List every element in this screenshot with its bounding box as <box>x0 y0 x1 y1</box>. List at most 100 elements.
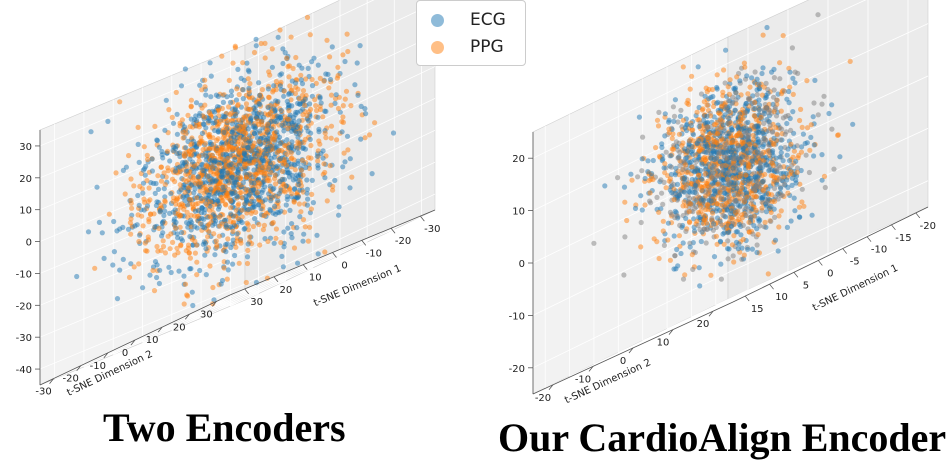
point-ecg <box>669 190 675 196</box>
point-ppg <box>177 123 183 129</box>
point-ecg <box>314 153 320 159</box>
point-ecg <box>257 128 263 134</box>
point-ecg <box>705 119 711 125</box>
point-ecg <box>218 281 224 287</box>
point-ppg <box>305 238 311 244</box>
point-ppg <box>324 37 330 43</box>
point-ecg <box>162 194 168 200</box>
tick-label-dim1: 15 <box>751 304 764 315</box>
point-ppg <box>714 72 720 78</box>
point-ecg <box>275 34 281 40</box>
point-ecg <box>747 127 753 133</box>
point-ecg <box>147 272 153 278</box>
point-ecg <box>265 146 271 152</box>
tick-label-z: 10 <box>19 206 32 217</box>
point-ppg <box>703 170 709 177</box>
point-ppg <box>709 86 716 93</box>
point-ppg <box>780 33 786 39</box>
point-ppg <box>672 215 678 221</box>
point-ecg <box>187 266 193 272</box>
point-ecg <box>363 111 369 117</box>
point-ppg <box>773 124 779 131</box>
tick-mark-dim1 <box>744 295 750 302</box>
point-ecg <box>212 120 218 126</box>
point-ppg <box>185 112 191 118</box>
point-ecg <box>687 240 693 246</box>
point-ecg <box>696 138 702 144</box>
tick-mark-dim2 <box>708 310 714 317</box>
point-ecg <box>719 163 726 169</box>
point-ppg <box>719 103 725 109</box>
legend-label-ecg: ECG <box>470 10 506 30</box>
point-ppg <box>291 245 298 251</box>
point-ecg <box>271 118 277 124</box>
point-ecg <box>778 185 784 191</box>
point-ppg <box>170 239 176 245</box>
point-ppg <box>737 196 743 202</box>
point-ppg <box>285 116 291 122</box>
point-ecg <box>666 117 672 123</box>
point-ecg <box>180 194 186 200</box>
tick-mark-dim2 <box>103 352 109 359</box>
point-ecg <box>784 152 790 158</box>
axis-label-dim1: t-SNE Dimension 1 <box>811 263 900 314</box>
point-ppg <box>729 100 736 106</box>
point-ppg <box>335 73 341 79</box>
point-ecg <box>294 109 300 115</box>
point-ecg <box>275 113 281 119</box>
point-ecg <box>222 114 228 120</box>
legend: ECG PPG <box>416 0 526 66</box>
point-ecg <box>756 102 763 108</box>
grid-line-z <box>532 272 729 369</box>
point-ecg <box>711 221 717 227</box>
point-ppg <box>771 108 777 115</box>
point-ecg <box>203 92 209 98</box>
point-ecg <box>259 111 265 117</box>
point-ppg <box>714 241 720 247</box>
point-ecg <box>681 189 688 195</box>
point-ecg <box>730 183 737 189</box>
point-ppg <box>340 114 346 120</box>
point-ppg <box>222 136 228 142</box>
point-ecg <box>663 149 669 155</box>
point-ppg <box>291 198 297 204</box>
point-ecg <box>357 43 363 49</box>
point-ecg <box>639 168 645 174</box>
point-ecg <box>302 96 308 102</box>
point-ppg <box>210 164 216 170</box>
point-ppg <box>175 250 181 256</box>
point-ecg <box>232 156 238 162</box>
point-ppg <box>146 185 152 191</box>
point-ecg <box>96 219 102 225</box>
point-ppg <box>796 204 803 210</box>
point-ecg <box>315 62 321 68</box>
point-ppg <box>309 76 315 83</box>
point-ppg <box>782 88 788 94</box>
tick-label-dim1: 10 <box>309 273 322 284</box>
point-ecg <box>235 66 241 72</box>
point-ecg <box>684 148 691 154</box>
point-ecg <box>110 262 116 268</box>
point-ecg <box>286 102 292 108</box>
point-ecg <box>304 177 310 183</box>
point-ppg <box>296 140 302 146</box>
point-ppg <box>699 107 705 113</box>
point-ecg <box>786 158 793 164</box>
point-ppg <box>721 67 727 73</box>
point-ppg <box>223 124 229 130</box>
point-ppg <box>714 201 720 207</box>
point-ecg <box>695 64 701 70</box>
point-ppg <box>344 31 350 37</box>
point-ecg <box>105 118 111 124</box>
point-ecg <box>704 143 710 149</box>
tick-mark-dim2 <box>76 365 82 371</box>
point-ecg <box>754 174 760 180</box>
point-ppg <box>622 199 628 205</box>
point-ppg <box>193 123 200 129</box>
point-ecg <box>658 177 664 183</box>
point-ecg <box>791 195 797 201</box>
point-ppg <box>286 108 292 114</box>
point-ppg <box>322 130 328 136</box>
point-ecg <box>199 130 205 136</box>
point-ppg <box>113 170 119 176</box>
